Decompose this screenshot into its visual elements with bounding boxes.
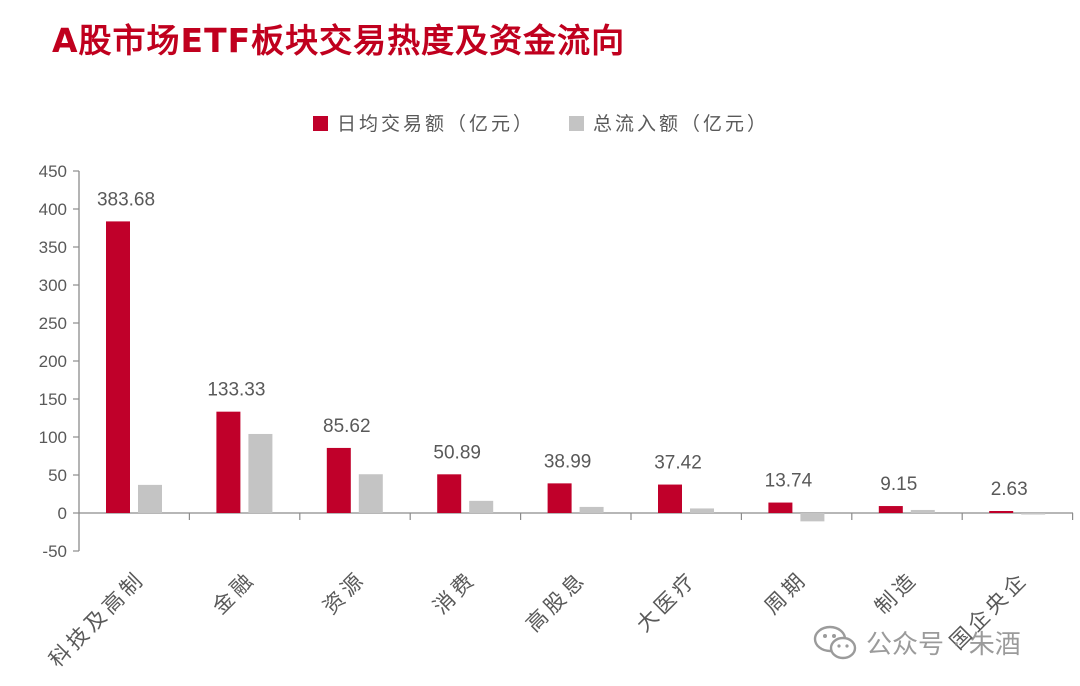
data-label-trade-0: 383.68 xyxy=(97,189,155,210)
bar-trade-6 xyxy=(768,502,793,513)
legend-swatch-flow xyxy=(569,116,584,131)
data-label-trade-1: 133.33 xyxy=(207,380,265,401)
category-label-1: 金融 xyxy=(208,567,260,619)
y-tick-label: -50 xyxy=(42,542,67,561)
legend-label-trade: 日均交易额（亿元） xyxy=(337,113,535,135)
bar-flow-1 xyxy=(248,433,273,513)
category-label-7: 制造 xyxy=(870,567,922,619)
y-tick-label: 400 xyxy=(39,200,67,219)
bar-flow-8 xyxy=(1021,513,1046,515)
bar-flow-7 xyxy=(910,509,935,513)
y-tick-label: 300 xyxy=(39,276,67,295)
bar-trade-1 xyxy=(216,411,241,513)
legend-swatch-trade xyxy=(313,116,328,131)
data-label-trade-2: 85.62 xyxy=(323,416,371,437)
data-label-trade-5: 37.42 xyxy=(654,453,702,474)
bar-trade-4 xyxy=(547,483,572,513)
y-tick-label: 0 xyxy=(58,504,67,523)
watermark-text: 公众号 · 朱酒 xyxy=(866,629,1021,660)
category-label-6: 周期 xyxy=(760,567,812,619)
watermark: 公众号 · 朱酒 xyxy=(812,622,1021,662)
category-label-2: 资源 xyxy=(318,567,370,619)
data-label-trade-7: 9.15 xyxy=(880,474,917,495)
bar-trade-8 xyxy=(989,511,1014,513)
bar-flow-3 xyxy=(469,500,494,513)
bar-trade-0 xyxy=(106,221,130,513)
bar-trade-3 xyxy=(437,474,462,513)
bar-flow-0 xyxy=(138,484,162,513)
y-tick-label: 250 xyxy=(39,314,67,333)
y-tick-label: 350 xyxy=(39,238,67,257)
y-tick-label: 450 xyxy=(39,162,67,181)
data-label-trade-3: 50.89 xyxy=(433,442,481,463)
category-label-3: 消费 xyxy=(429,567,481,619)
y-tick-label: 150 xyxy=(39,390,67,409)
y-tick-label: 50 xyxy=(48,466,67,485)
page-title: A股市场ETF板块交易热度及资金流向 xyxy=(52,21,626,60)
bar-flow-4 xyxy=(579,506,604,513)
y-tick-label: 200 xyxy=(39,352,67,371)
y-tick-label: 100 xyxy=(39,428,67,447)
bar-trade-5 xyxy=(658,484,682,513)
data-label-trade-6: 13.74 xyxy=(765,471,813,492)
bar-trade-2 xyxy=(326,447,351,513)
bar-flow-6 xyxy=(800,513,825,522)
category-label-5: 大医疗 xyxy=(632,567,702,637)
category-label-0: 科技及高制 xyxy=(44,567,149,672)
bar-flow-5 xyxy=(690,508,714,513)
legend-label-flow: 总流入额（亿元） xyxy=(593,113,769,135)
wechat-icon xyxy=(813,625,857,660)
category-label-4: 高股息 xyxy=(521,567,591,637)
bar-trade-7 xyxy=(878,506,903,513)
bar-flow-2 xyxy=(358,474,383,513)
data-label-trade-8: 2.63 xyxy=(991,479,1028,500)
data-label-trade-4: 38.99 xyxy=(544,451,592,472)
